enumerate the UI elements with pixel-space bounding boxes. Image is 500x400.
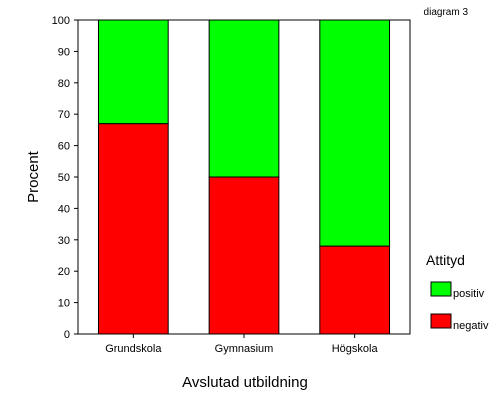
x-axis: Grundskola Gymnasium Högskola: [105, 334, 378, 355]
x-tick-label-högskola: Högskola: [332, 343, 379, 355]
x-tick-label-grundskola: Grundskola: [105, 343, 162, 355]
bar-gymnasium-positiv: [208, 19, 280, 178]
y-tick-label: 100: [52, 15, 70, 27]
bar-grundskola-negativ: [97, 123, 169, 335]
y-tick-label: 20: [58, 266, 70, 278]
y-tick-label: 90: [58, 46, 70, 58]
bar-högskola-positiv: [319, 19, 391, 247]
y-tick-label: 10: [58, 298, 70, 310]
y-tick-label: 0: [64, 329, 70, 341]
y-axis-title: Procent: [25, 150, 42, 203]
y-tick-label: 80: [58, 78, 70, 90]
bars-layer: [97, 19, 391, 335]
legend-swatch-positiv: [430, 281, 452, 297]
legend-title: Attityd: [426, 252, 465, 268]
legend-swatch-negativ: [430, 313, 452, 329]
bar-gymnasium-negativ: [208, 176, 280, 335]
legend-label-negativ: negativ: [453, 320, 489, 332]
x-axis-title: Avslutad utbildning: [182, 374, 308, 391]
bar-grundskola-positiv: [97, 19, 169, 125]
diagram-label: diagram 3: [424, 7, 469, 18]
y-tick-label: 70: [58, 109, 70, 121]
y-tick-label: 50: [58, 172, 70, 184]
y-tick-label: 30: [58, 235, 70, 247]
legend: Attityd positiv negativ: [426, 252, 489, 332]
y-tick-label: 60: [58, 141, 70, 153]
y-axis: 0 10 20 30 40 50 60 70 80 90 100: [52, 15, 78, 341]
x-tick-label-gymnasium: Gymnasium: [215, 343, 274, 355]
legend-label-positiv: positiv: [453, 288, 485, 300]
bar-högskola-negativ: [319, 245, 391, 335]
y-tick-label: 40: [58, 203, 70, 215]
